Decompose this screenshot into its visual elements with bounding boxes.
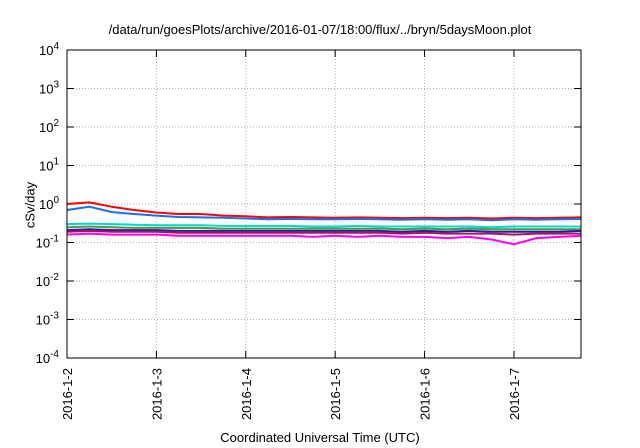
x-tick-label: 2016-1-4 xyxy=(239,368,254,420)
y-tick-label: 104 xyxy=(39,41,59,58)
y-tick-label: 103 xyxy=(39,80,59,97)
y-tick-label: 10-2 xyxy=(36,272,60,289)
series-line-7 xyxy=(66,232,582,246)
y-tick-label: 10-3 xyxy=(36,311,60,328)
x-tick-label: 2016-1-6 xyxy=(418,368,433,420)
y-tick-label: 102 xyxy=(39,118,59,135)
y-tick-label: 101 xyxy=(39,157,59,174)
x-tick-label: 2016-1-7 xyxy=(507,368,522,420)
y-tick-label: 10-4 xyxy=(36,349,60,366)
series-line-1 xyxy=(66,201,582,220)
series-line-4 xyxy=(66,225,581,231)
series-line-2 xyxy=(66,205,582,222)
y-tick-label: 10-1 xyxy=(36,234,60,251)
y-tick-label: 100 xyxy=(39,195,59,212)
series-line-6 xyxy=(66,229,581,236)
x-tick-label: 2016-1-2 xyxy=(60,368,75,420)
series-line-3 xyxy=(66,222,581,229)
x-tick-label: 2016-1-3 xyxy=(149,368,164,420)
y-axis-label: cSv/day xyxy=(22,181,38,229)
plot-frame xyxy=(66,49,582,359)
x-tick-label: 2016-1-5 xyxy=(328,368,343,420)
series-line-5 xyxy=(66,228,582,233)
chart-title: /data/run/goesPlots/archive/2016-01-07/1… xyxy=(108,22,532,37)
x-axis-label: Coordinated Universal Time (UTC) xyxy=(220,430,420,445)
